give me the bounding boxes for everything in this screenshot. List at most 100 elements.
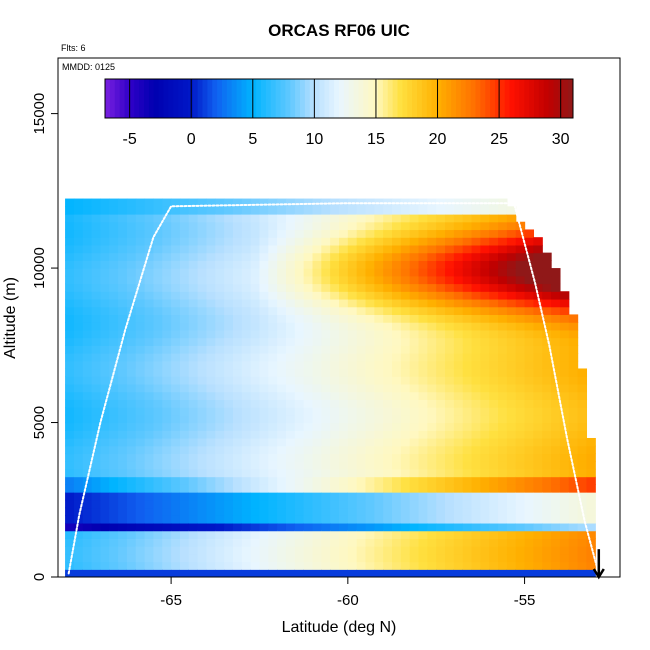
heatmap-cell [498,345,508,354]
heatmap-cell [197,515,208,524]
heatmap-cell [356,260,367,269]
heatmap-cell [162,206,172,215]
heatmap-cell [118,291,128,300]
heatmap-cell [294,244,305,254]
heatmap-cell [506,360,517,370]
heatmap-cell [471,298,481,308]
heatmap-cell [109,229,119,238]
heatmap-cell [232,306,243,316]
heatmap-cell [453,314,464,323]
heatmap-cell [312,399,322,408]
heatmap-cell [224,414,234,424]
heatmap-cell [312,314,322,323]
heatmap-cell [188,237,199,246]
heatmap-cell [259,206,269,215]
heatmap-cell [188,430,199,439]
heatmap-cell [445,414,455,424]
heatmap-cell [73,283,84,292]
heatmap-cell [268,461,278,470]
heatmap-cell [374,430,384,439]
heatmap-cell [524,391,535,400]
heatmap-cell [498,275,508,285]
heatmap-cell [471,252,481,261]
heatmap-cell [453,507,464,516]
heatmap-cell [453,499,464,509]
heatmap-cell [427,499,437,509]
heatmap-cell [109,515,119,524]
heatmap-cell [462,468,473,478]
heatmap-cell [489,252,499,261]
heatmap-cell [277,430,287,439]
heatmap-cell [73,553,84,563]
heatmap-cell [179,329,190,339]
heatmap-cell [347,399,358,408]
heatmap-cell [462,530,473,539]
heatmap-cell [356,445,367,455]
heatmap-cell [462,569,473,577]
heatmap-cell [215,275,225,285]
heatmap-cell [215,314,225,323]
heatmap-cell [100,360,110,370]
heatmap-cell [462,306,473,316]
heatmap-cell [427,275,437,285]
heatmap-cell [568,353,579,362]
heatmap-cell [171,283,181,292]
heatmap-cell [188,414,199,424]
heatmap-cell [453,538,464,547]
heatmap-cell [215,445,225,455]
heatmap-cell [339,206,349,215]
heatmap-cell [232,291,243,300]
heatmap-cell [392,314,402,323]
heatmap-cell [250,538,261,547]
heatmap-cell [568,546,579,555]
heatmap-cell [109,329,119,339]
heatmap-cell [188,306,199,316]
heatmap-cell [82,214,93,223]
heatmap-cell [524,553,535,563]
heatmap-cell [241,515,252,524]
colorbar-swatch [290,79,296,118]
heatmap-cell [224,461,234,470]
heatmap-cell [453,561,464,570]
heatmap-cell [339,345,349,354]
heatmap-cell [73,214,84,223]
heatmap-cell [277,237,287,246]
heatmap-cell [188,345,199,354]
heatmap-cell [365,260,375,269]
heatmap-cell [162,538,172,547]
heatmap-cell [241,368,252,377]
heatmap-cell [312,422,322,431]
heatmap-cell [206,283,216,292]
heatmap-cell [462,538,473,547]
heatmap-cell [206,322,216,331]
heatmap-cell [277,569,287,577]
heatmap-cell [259,546,269,555]
heatmap-cell [118,476,128,485]
heatmap-cell [400,237,411,246]
heatmap-cell [135,569,146,577]
heatmap-cell [568,561,579,570]
heatmap-cell [215,546,225,555]
heatmap-cell [179,499,190,509]
heatmap-cell [73,368,84,377]
heatmap-cell [471,237,481,246]
heatmap-cell [498,291,508,300]
heatmap-cell [259,244,269,254]
heatmap-cell [551,368,561,377]
heatmap-cell [392,383,402,393]
heatmap-cell [480,291,490,300]
heatmap-cell [65,206,75,215]
heatmap-cell [365,345,375,354]
heatmap-cell [65,538,75,547]
heatmap-cell [392,422,402,431]
heatmap-cell [462,244,473,254]
heatmap-cell [577,499,588,509]
heatmap-cell [533,476,543,485]
heatmap-cell [498,546,508,555]
heatmap-cell [356,345,367,354]
heatmap-cell [294,437,305,447]
heatmap-cell [524,244,535,254]
heatmap-cell [427,476,437,485]
heatmap-cell [268,252,278,261]
heatmap-cell [400,376,411,385]
